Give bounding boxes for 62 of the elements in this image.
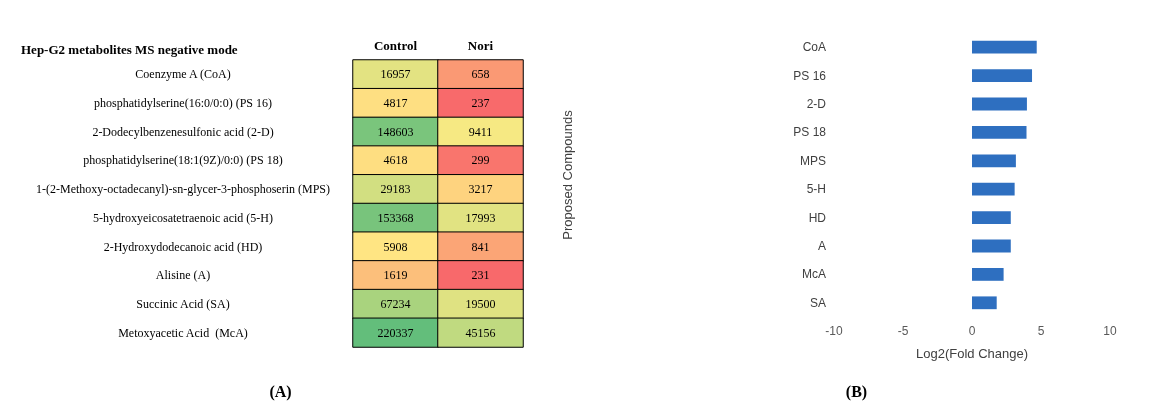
data-label: 29183 bbox=[380, 182, 411, 197]
data-label: 299 bbox=[471, 153, 490, 168]
y-tick-label: phosphatidylserine(16:0/0:0) (PS 16) bbox=[94, 96, 272, 111]
y-tick-label: HD bbox=[808, 210, 827, 225]
y-tick-label: A bbox=[817, 239, 826, 253]
y-tick-label: McA bbox=[802, 267, 826, 282]
y-tick-label: CoA bbox=[802, 40, 826, 55]
y-tick-label: Succinic Acid (SA) bbox=[136, 296, 230, 311]
text: (B) bbox=[845, 382, 868, 401]
bar bbox=[972, 211, 1011, 224]
x-tick-label: Control bbox=[373, 38, 418, 53]
bar bbox=[972, 69, 1033, 82]
y-tick-label: Coenzyme A (CoA) bbox=[135, 67, 231, 82]
x-tick-label: -5 bbox=[897, 324, 909, 338]
data-label: 153368 bbox=[377, 210, 414, 225]
x-axis-title: Log2(Fold Change) bbox=[915, 346, 1029, 361]
data-label: 5908 bbox=[383, 239, 408, 254]
y-tick-label: 5-hydroxyeicosatetraenoic acid (5-H) bbox=[93, 210, 273, 225]
y-tick-label: 5-H bbox=[806, 182, 826, 197]
data-label: 4618 bbox=[383, 153, 408, 168]
data-label: 67234 bbox=[380, 296, 411, 311]
text: Hep-G2 metabolites MS negative mode bbox=[21, 42, 238, 57]
data-label: 16957 bbox=[380, 67, 411, 82]
y-tick-label: SA bbox=[809, 295, 826, 310]
data-label: 220337 bbox=[377, 325, 414, 340]
y-tick-label: 2-Hydroxydodecanoic acid (HD) bbox=[103, 239, 263, 254]
text: (A) bbox=[269, 382, 292, 401]
bar bbox=[972, 268, 1004, 281]
y-tick-label: 1-(2-Methoxy-octadecanyl)-sn-glycer-3-phosphoserin (MPS) bbox=[35, 182, 331, 197]
bar bbox=[972, 296, 997, 310]
bar bbox=[972, 126, 1027, 139]
data-label: 231 bbox=[471, 268, 490, 283]
data-label: 237 bbox=[471, 96, 490, 111]
bar bbox=[972, 239, 1011, 253]
data-label: 841 bbox=[471, 239, 490, 254]
y-tick-label: PS 16 bbox=[793, 68, 827, 83]
x-tick-label: 5 bbox=[1037, 324, 1045, 338]
y-axis-title: Proposed Compounds bbox=[560, 109, 575, 240]
y-tick-label: 2-D bbox=[806, 97, 827, 111]
y-tick-label: MPS bbox=[799, 153, 826, 168]
data-label: 9411 bbox=[468, 124, 493, 139]
y-tick-label: PS 18 bbox=[793, 125, 827, 140]
data-label: 1619 bbox=[383, 268, 408, 283]
data-label: 658 bbox=[471, 67, 490, 82]
x-tick-label: -10 bbox=[825, 324, 843, 338]
x-tick-label: 10 bbox=[1103, 324, 1117, 338]
data-label: 3217 bbox=[468, 182, 493, 197]
y-tick-label: phosphatidylserine(18:1(9Z)/0:0) (PS 18) bbox=[83, 153, 283, 168]
x-tick-label: 0 bbox=[968, 324, 976, 338]
bar bbox=[972, 182, 1015, 196]
data-label: 148603 bbox=[377, 124, 414, 139]
data-label: 19500 bbox=[465, 296, 496, 311]
y-tick-label: Alisine (A) bbox=[155, 268, 211, 283]
data-label: 17993 bbox=[465, 210, 496, 225]
y-tick-label: 2-Dodecylbenzenesulfonic acid (2-D) bbox=[92, 124, 274, 139]
data-label: 45156 bbox=[465, 325, 496, 340]
data-label: 4817 bbox=[383, 96, 408, 111]
bar bbox=[972, 154, 1016, 168]
x-tick-label: Nori bbox=[467, 38, 494, 53]
bar bbox=[972, 40, 1037, 54]
bar bbox=[972, 97, 1027, 111]
y-tick-label: Metoxyacetic Acid (McA) bbox=[118, 325, 248, 340]
